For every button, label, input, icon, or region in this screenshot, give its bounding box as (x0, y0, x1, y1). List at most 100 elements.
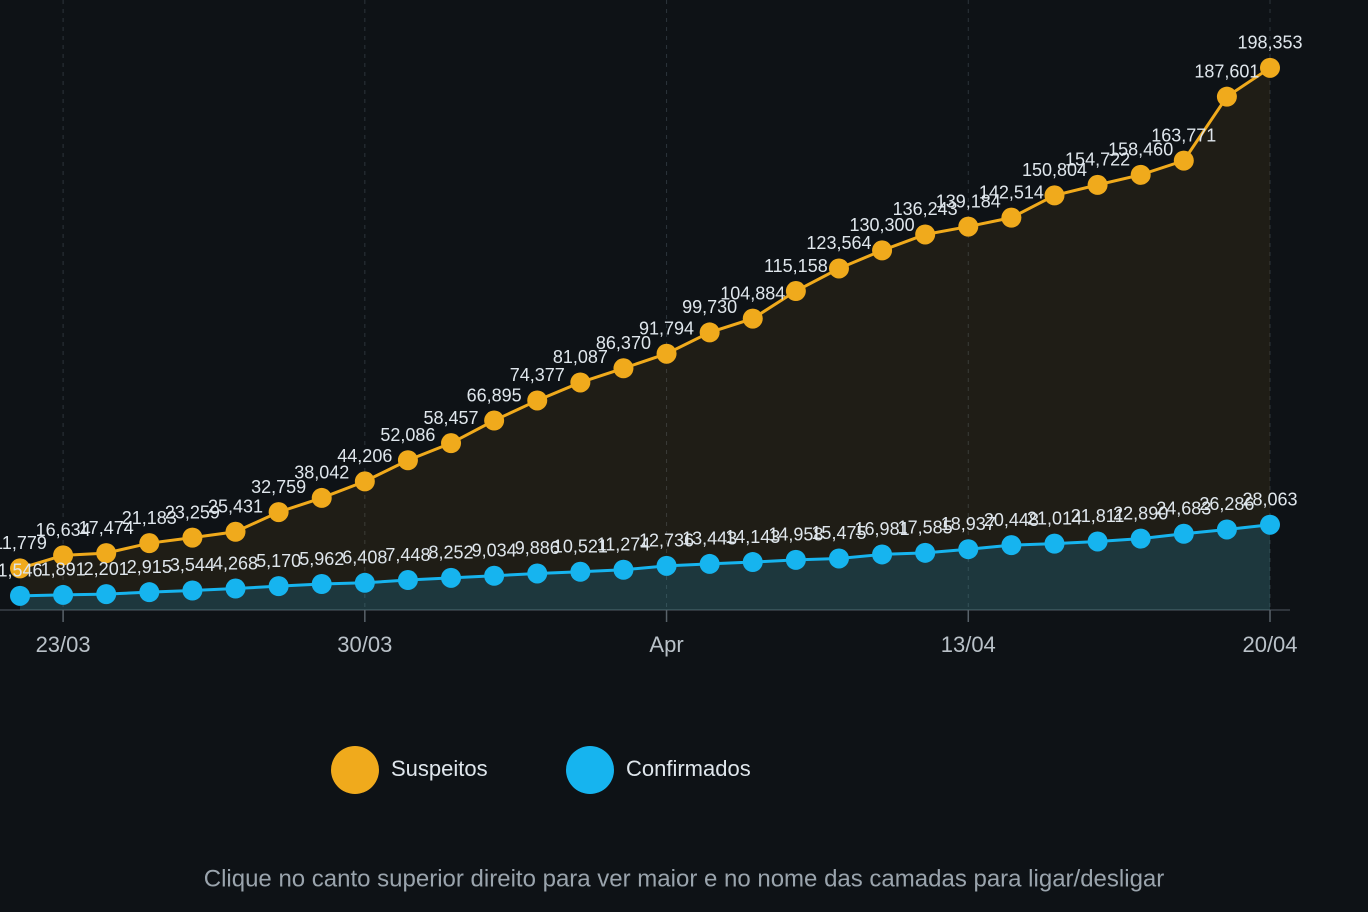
data-label: 13,443 (682, 529, 737, 549)
data-point (96, 543, 117, 564)
data-label: 6,408 (342, 548, 387, 568)
data-label: 4,268 (213, 553, 258, 573)
data-label: 15,475 (811, 523, 866, 543)
data-label: 22,890 (1113, 503, 1168, 523)
data-point (441, 433, 462, 454)
data-point (1044, 533, 1065, 554)
data-point (354, 471, 375, 492)
data-label: 14,143 (725, 527, 780, 547)
data-label: 28,063 (1242, 489, 1297, 509)
legend-marker (331, 746, 379, 794)
data-point (397, 450, 418, 471)
data-label: 16,981 (855, 519, 910, 539)
data-label: 21,811 (1071, 506, 1125, 526)
data-point (742, 552, 763, 573)
data-point (527, 563, 548, 584)
data-label: 16,634 (36, 520, 91, 540)
data-point (10, 585, 30, 606)
data-label: 9,034 (472, 541, 517, 561)
data-label: 21,183 (122, 508, 177, 528)
chart-note: Clique no canto superior direito para ve… (204, 865, 1165, 892)
data-label: 74,377 (510, 365, 565, 385)
data-point (613, 559, 634, 580)
data-point (484, 410, 505, 431)
data-label: 11,779 (0, 533, 47, 553)
data-label: 58,457 (424, 408, 479, 428)
data-label: 11,274 (597, 535, 651, 555)
x-tick-label: 13/04 (941, 632, 996, 657)
data-label: 1,546 (0, 561, 43, 581)
data-label: 123,564 (806, 233, 871, 253)
data-point (570, 372, 591, 393)
data-label: 142,514 (979, 182, 1044, 202)
data-label: 3,544 (170, 555, 215, 575)
data-label: 5,170 (256, 551, 301, 571)
data-point (441, 567, 462, 588)
data-point (1173, 523, 1194, 544)
data-label: 9,886 (515, 538, 560, 558)
data-label: 17,585 (898, 518, 953, 538)
data-point (915, 542, 936, 563)
data-label: 99,730 (682, 297, 737, 317)
data-point (225, 521, 246, 542)
data-point (958, 216, 979, 237)
data-label: 38,042 (294, 463, 349, 483)
data-label: 187,601 (1194, 61, 1259, 81)
data-point (139, 582, 160, 603)
data-label: 20,448 (984, 510, 1039, 530)
data-label: 104,884 (720, 283, 785, 303)
data-point (1130, 164, 1151, 185)
data-label: 2,201 (84, 559, 129, 579)
data-label: 12,736 (639, 531, 694, 551)
data-point (785, 281, 806, 302)
data-point (96, 584, 117, 605)
data-point (182, 527, 203, 548)
data-point (656, 343, 677, 364)
legend-label: Suspeitos (391, 756, 488, 781)
data-label: 150,804 (1022, 160, 1087, 180)
data-point (828, 548, 849, 569)
data-point (613, 358, 634, 379)
legend-label: Confirmados (626, 756, 751, 781)
data-label: 23,259 (165, 502, 220, 522)
data-point (311, 487, 332, 508)
data-label: 158,460 (1108, 140, 1173, 160)
x-tick-label: 30/03 (337, 632, 392, 657)
data-label: 52,086 (380, 425, 435, 445)
x-tick-label: Apr (649, 632, 683, 657)
data-point (570, 561, 591, 582)
data-point (225, 578, 246, 599)
data-label: 2,915 (127, 557, 172, 577)
data-label: 136,243 (893, 199, 958, 219)
data-point (397, 570, 418, 591)
data-label: 32,759 (251, 477, 306, 497)
data-label: 14,958 (768, 525, 823, 545)
data-label: 81,087 (553, 347, 608, 367)
data-point (872, 544, 893, 565)
data-point (656, 555, 677, 576)
data-label: 26,286 (1199, 494, 1254, 514)
data-label: 91,794 (639, 318, 694, 338)
data-point (1260, 57, 1280, 78)
data-point (1216, 519, 1237, 540)
data-point (742, 308, 763, 329)
x-tick-label: 20/04 (1242, 632, 1297, 657)
data-point (10, 558, 30, 579)
data-point (872, 240, 893, 261)
data-point (828, 258, 849, 279)
data-point (139, 533, 160, 554)
data-point (182, 580, 203, 601)
data-label: 25,431 (208, 497, 263, 517)
data-point (1044, 185, 1065, 206)
data-point (268, 576, 289, 597)
data-point (1001, 535, 1022, 556)
series-area (20, 524, 1270, 610)
data-point (1216, 86, 1237, 107)
data-point (958, 539, 979, 560)
data-point (1001, 207, 1022, 228)
data-label: 24,683 (1156, 499, 1211, 519)
data-label: 17,474 (79, 518, 134, 538)
data-label: 66,895 (467, 385, 522, 405)
